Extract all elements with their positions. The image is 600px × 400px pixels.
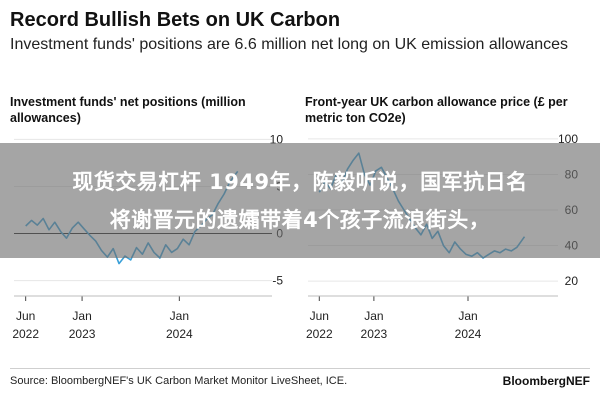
x-tick-label: Jun (310, 309, 329, 323)
chart-title: Record Bullish Bets on UK Carbon (10, 9, 341, 31)
x-tick-label: 2024 (166, 327, 193, 341)
left-panel-title: Investment funds' net positions (million… (10, 95, 246, 125)
header: Record Bullish Bets on UK Carbon Investm… (10, 8, 590, 55)
x-tick-label: 2022 (306, 327, 333, 341)
y-tick-label: 20 (565, 274, 579, 288)
y-tick-label: 100 (558, 132, 578, 146)
y-tick-label: 10 (270, 132, 284, 146)
x-tick-label: 2023 (361, 327, 388, 341)
overlay-banner (0, 143, 600, 258)
x-tick-label: 2024 (455, 327, 482, 341)
x-tick-label: Jan (458, 309, 477, 323)
x-tick-label: Jan (72, 309, 91, 323)
footer-divider (10, 368, 590, 369)
right-panel-title: Front-year UK carbon allowance price (£ … (305, 95, 568, 125)
overlay-text-line-1: 现货交易杠杆 1949年，陈毅听说，国军抗日名 (72, 170, 528, 194)
x-tick-label: Jan (170, 309, 189, 323)
x-tick-label: 2022 (12, 327, 39, 341)
y-tick-label: -5 (272, 274, 283, 288)
brand-logo: BloombergNEF (502, 374, 590, 388)
x-tick-label: 2023 (69, 327, 96, 341)
source-note: Source: BloombergNEF's UK Carbon Market … (10, 375, 348, 387)
x-tick-label: Jun (16, 309, 35, 323)
x-tick-label: Jan (364, 309, 383, 323)
chart-subtitle: Investment funds' positions are 6.6 mill… (10, 36, 569, 53)
overlay-text-line-2: 将谢晋元的遗孀带着4个孩子流浪街头， (109, 208, 491, 232)
